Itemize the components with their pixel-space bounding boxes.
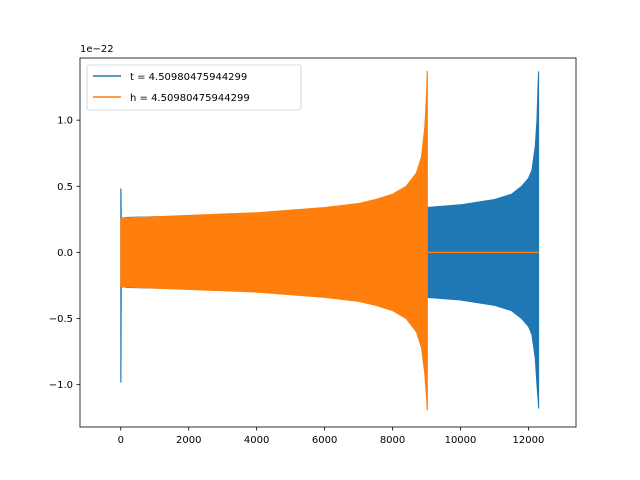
x-tick-label: 10000: [445, 435, 477, 446]
axes-frame: [79, 57, 577, 428]
x-tick-label: 8000: [380, 435, 405, 446]
x-tick-label: 0: [118, 435, 124, 446]
y-axis: −1.0 −0.5 0.0 0.5 1.0: [49, 116, 80, 391]
x-tick-label: 12000: [513, 435, 545, 446]
legend-box: [86, 64, 302, 111]
x-tick-label: 2000: [176, 435, 201, 446]
x-tick-label: 6000: [312, 435, 337, 446]
y-tick-label: 1.0: [57, 116, 73, 127]
y-offset-label: 1e−22: [80, 44, 114, 55]
legend: t = 4.50980475944299 h = 4.5098047594429…: [86, 64, 302, 111]
series-1-oscillation: [120, 70, 428, 411]
y-tick-label: −0.5: [49, 314, 73, 325]
y-tick-label: −1.0: [49, 380, 73, 391]
x-tick-label: 4000: [244, 435, 269, 446]
legend-label-h: h = 4.50980475944299: [130, 93, 250, 104]
plot-area: [120, 70, 540, 411]
y-tick-label: 0.5: [57, 182, 73, 193]
legend-label-t: t = 4.50980475944299: [130, 72, 247, 83]
y-tick-label: 0.0: [57, 248, 73, 259]
x-axis: 0 2000 4000 6000 8000 10000 12000: [118, 427, 545, 446]
